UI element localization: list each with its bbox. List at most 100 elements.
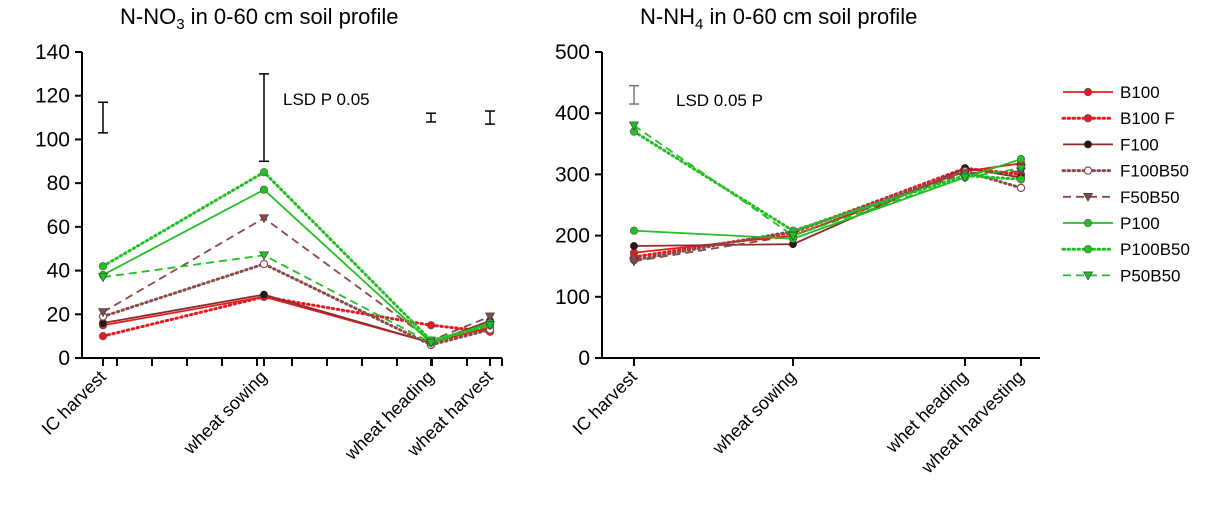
data-point	[97, 273, 109, 283]
y-tick-label: 0	[578, 347, 590, 370]
data-point	[1016, 155, 1026, 164]
y-tick-label: 100	[35, 128, 70, 151]
legend-label: P100	[1120, 214, 1160, 233]
lsd-error-bar	[485, 110, 495, 125]
y-tick-label: 200	[555, 225, 590, 248]
y-tick-label: 60	[47, 216, 70, 239]
data-point	[98, 332, 108, 341]
x-tick-label: wheat harvesting	[917, 367, 1028, 478]
series-line	[632, 169, 1023, 262]
y-tick-label: 100	[555, 286, 590, 309]
legend-item-p100b50: P100B50	[1061, 240, 1190, 259]
data-point	[1016, 175, 1026, 184]
y-tick-label: 300	[555, 163, 590, 186]
chart-ammonium-axes: 0 100 200 300 400 500 IC harvest wheat sowing wh…	[555, 41, 1040, 478]
data-point	[258, 214, 270, 224]
legend-label: F50B50	[1120, 188, 1180, 207]
data-point	[484, 321, 496, 331]
series-line	[633, 158, 1022, 240]
legend-label: P50B50	[1120, 266, 1181, 285]
chart-nitrate-axes: 0 20 40 60 80 100 120 140 IC harvest wheat sowing…	[35, 41, 503, 464]
data-point	[98, 262, 108, 271]
series-line	[101, 262, 492, 347]
chart-ammonium-series	[628, 121, 1027, 267]
legend-marker	[1084, 140, 1092, 149]
series-line	[633, 124, 1022, 237]
series-line	[101, 170, 492, 343]
chart-ammonium-lsd-bars	[629, 84, 639, 105]
legend-label: F100B50	[1120, 162, 1189, 181]
data-point	[628, 121, 640, 131]
data-point	[260, 290, 268, 299]
y-tick-label: 140	[35, 41, 70, 64]
data-point	[484, 312, 496, 322]
series-line	[102, 188, 491, 344]
x-tick-label: wheat sowing	[708, 367, 800, 459]
data-point	[628, 257, 640, 267]
lsd-error-bar	[426, 112, 436, 123]
legend-marker	[1083, 114, 1093, 123]
lsd-error-bar	[629, 84, 639, 105]
series-line	[102, 254, 491, 344]
chart-ammonium-lsd-label: LSD 0.05 P	[676, 91, 763, 110]
series-line	[102, 295, 491, 344]
data-point	[959, 173, 971, 183]
legend-marker	[1083, 166, 1093, 175]
series-line	[632, 166, 1023, 259]
chart-nitrate-lsd-label: LSD P 0.05	[283, 90, 370, 109]
data-point	[630, 242, 638, 250]
legend-item-p50b50: P50B50	[1063, 266, 1181, 285]
chart-nitrate: N-NO3 in 0-60 cm soil profile LSD P 0.05…	[35, 4, 503, 464]
data-point	[259, 168, 269, 177]
lsd-error-bar	[98, 101, 108, 134]
y-tick-label: 0	[58, 347, 70, 370]
legend-item-b100: B100	[1063, 83, 1160, 102]
chart-nitrate-lsd-bars	[98, 73, 495, 163]
data-point	[425, 338, 437, 348]
x-tick-label: IC harvest	[569, 367, 641, 439]
legend-item-f100: F100	[1063, 135, 1159, 154]
series-p50b50	[628, 121, 1027, 241]
data-point	[259, 185, 269, 194]
legend-label: B100 F	[1120, 109, 1175, 128]
x-tick-label: wheat sowing	[179, 367, 271, 459]
chart-ammonium-title: N-NH4 in 0-60 cm soil profile	[640, 4, 917, 33]
legend: B100 B100 F F100 F100B50 F50B50 P100 P100B50 P5…	[1061, 83, 1190, 285]
y-tick-label: 40	[47, 260, 70, 283]
legend-item-p100: P100	[1063, 214, 1160, 233]
legend-item-f50b50: F50B50	[1063, 188, 1180, 207]
data-point	[1015, 164, 1027, 174]
y-tick-label: 120	[35, 85, 70, 108]
series-p100b50	[98, 168, 495, 345]
lsd-error-bar	[259, 73, 269, 163]
data-point	[97, 308, 109, 318]
x-tick-label: IC harvest	[38, 367, 110, 439]
chart-ammonium: N-NH4 in 0-60 cm soil profile LSD 0.05 P…	[555, 4, 1040, 478]
series-line	[632, 130, 1023, 233]
series-f100b50	[629, 167, 1026, 265]
series-line	[101, 295, 492, 338]
y-tick-label: 80	[47, 172, 70, 195]
data-point	[426, 321, 436, 330]
series-p50b50	[97, 251, 496, 348]
series-b100-f	[98, 292, 495, 341]
data-point	[787, 231, 799, 241]
legend-marker	[1083, 87, 1093, 97]
data-point	[259, 259, 269, 269]
series-line	[102, 217, 491, 342]
legend-item-f100b50: F100B50	[1061, 162, 1189, 181]
legend-marker	[1083, 218, 1093, 228]
y-tick-label: 20	[47, 303, 70, 326]
legend-label: F100	[1120, 135, 1159, 154]
legend-marker	[1082, 193, 1094, 202]
legend-label: B100	[1120, 83, 1160, 102]
legend-marker	[1083, 245, 1093, 254]
legend-label: P100B50	[1120, 240, 1190, 259]
data-point	[629, 226, 639, 235]
y-tick-label: 400	[555, 102, 590, 125]
data-point	[258, 251, 270, 261]
legend-marker	[1082, 271, 1094, 281]
chart-nitrate-title: N-NO3 in 0-60 cm soil profile	[120, 4, 399, 33]
chart-nitrate-series	[97, 168, 496, 350]
